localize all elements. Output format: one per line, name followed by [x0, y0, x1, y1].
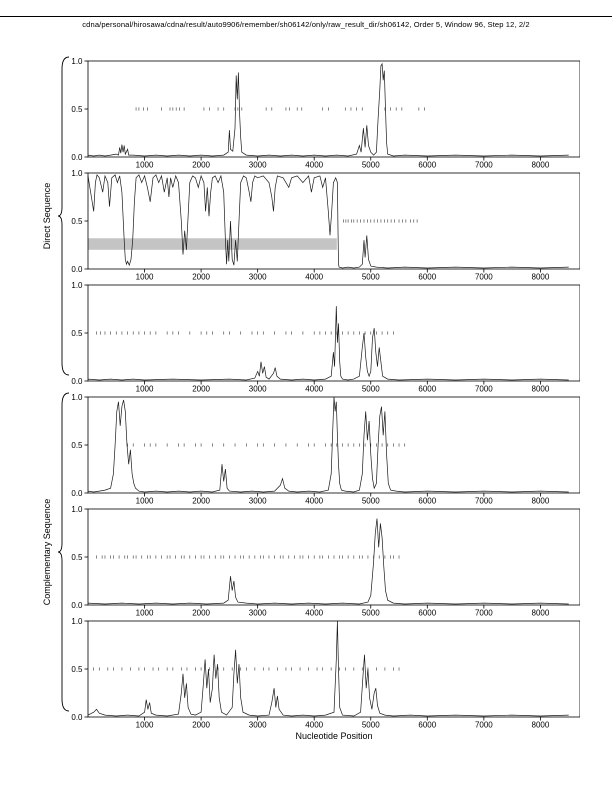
x-tick-label: 4000 [305, 497, 323, 505]
y-tick-label: 0.5 [71, 217, 83, 226]
predicted-region-band [88, 238, 337, 250]
x-tick-label: 6000 [418, 609, 436, 617]
x-tick-label: 3000 [249, 385, 267, 393]
x-tick-label: 6000 [418, 161, 436, 169]
probability-trace [87, 306, 569, 381]
y-tick-label: 0.0 [71, 713, 83, 722]
x-tick-label: 2000 [192, 385, 210, 393]
x-tick-label: 5000 [362, 273, 380, 281]
header-rule [0, 16, 612, 17]
probability-trace [87, 518, 569, 605]
y-tick-label: 1.0 [71, 57, 83, 66]
brace-path [58, 56, 70, 376]
y-tick-label: 0.5 [71, 441, 83, 450]
x-tick-label: 8000 [532, 385, 550, 393]
x-tick-label: 4000 [305, 609, 323, 617]
x-tick-label: 1000 [136, 385, 154, 393]
x-tick-label: 7000 [475, 385, 493, 393]
x-tick-label: 3000 [249, 609, 267, 617]
x-tick-label: 5000 [362, 161, 380, 169]
y-tick-label: 1.0 [71, 393, 83, 402]
x-tick-label: 8000 [532, 609, 550, 617]
x-tick-label: 1000 [136, 609, 154, 617]
x-tick-label: 2000 [192, 721, 210, 729]
x-tick-label: 2000 [192, 497, 210, 505]
y-tick-label: 0.0 [71, 601, 83, 610]
y-tick-label: 1.0 [71, 169, 83, 178]
frame-plot-direct-frame-1: 1000 2000 3000 4000 5000 6000 7000 8000 0.0 0.5 1.… [71, 57, 580, 169]
x-tick-label: 5000 [362, 609, 380, 617]
probability-trace [87, 396, 569, 493]
y-tick-label: 0.0 [71, 377, 83, 386]
y-tick-label: 1.0 [71, 281, 83, 290]
x-tick-label: 6000 [418, 273, 436, 281]
x-axis-title: Nucleotide Position [295, 731, 373, 741]
x-tick-label: 7000 [475, 497, 493, 505]
x-tick-label: 6000 [418, 721, 436, 729]
brace-direct-icon [58, 56, 70, 376]
x-tick-label: 2000 [192, 161, 210, 169]
plot-border [87, 396, 580, 494]
x-tick-label: 1000 [136, 497, 154, 505]
header-title: cdna/personal/hirosawa/cdna/result/auto9… [82, 20, 530, 29]
frame-plot-direct-frame-3: 1000 2000 3000 4000 5000 6000 7000 8000 0.0 0.5 1.… [71, 281, 580, 393]
x-tick-label: 7000 [475, 273, 493, 281]
x-tick-label: 8000 [532, 161, 550, 169]
x-tick-label: 4000 [305, 161, 323, 169]
frame-plot-direct-frame-2: 1000 2000 3000 4000 5000 6000 7000 8000 0.0 0.5 1.… [71, 169, 580, 281]
y-tick-label: 0.0 [71, 153, 83, 162]
panel-stack: 1000 2000 3000 4000 5000 6000 7000 8000 0.0 0.5 1.… [36, 56, 596, 728]
probability-trace [87, 62, 569, 157]
x-tick-label: 7000 [475, 721, 493, 729]
x-tick-label: 7000 [475, 161, 493, 169]
probability-trace [87, 174, 569, 269]
y-tick-label: 0.5 [71, 105, 83, 114]
y-tick-label: 1.0 [71, 617, 83, 626]
brace-complementary-icon [58, 392, 70, 712]
x-tick-label: 6000 [418, 497, 436, 505]
plot-border [87, 620, 580, 718]
y-tick-label: 0.5 [71, 329, 83, 338]
x-tick-label: 2000 [192, 609, 210, 617]
probability-trace [87, 620, 569, 717]
frame-plot-complementary-frame-3: 1000 2000 3000 4000 5000 6000 7000 8000 0.0 0.5 1.… [71, 617, 580, 729]
x-tick-label: 3000 [249, 497, 267, 505]
x-tick-label: 5000 [362, 497, 380, 505]
x-tick-label: 1000 [136, 721, 154, 729]
x-tick-label: 7000 [475, 609, 493, 617]
x-tick-label: 1000 [136, 161, 154, 169]
y-tick-label: 0.0 [71, 265, 83, 274]
y-tick-label: 0.5 [71, 665, 83, 674]
x-tick-label: 4000 [305, 721, 323, 729]
x-tick-label: 5000 [362, 385, 380, 393]
y-tick-label: 1.0 [71, 505, 83, 514]
plot-border [87, 172, 580, 270]
x-tick-label: 8000 [532, 721, 550, 729]
y-tick-label: 0.0 [71, 489, 83, 498]
x-tick-label: 5000 [362, 721, 380, 729]
x-tick-label: 1000 [136, 273, 154, 281]
brace-path [58, 392, 70, 712]
x-tick-label: 3000 [249, 721, 267, 729]
x-tick-label: 3000 [249, 161, 267, 169]
plot-border [87, 284, 580, 382]
x-tick-label: 8000 [532, 497, 550, 505]
frame-plot-complementary-frame-1: 1000 2000 3000 4000 5000 6000 7000 8000 0.0 0.5 1.… [71, 393, 580, 505]
x-tick-label: 8000 [532, 273, 550, 281]
x-tick-label: 2000 [192, 273, 210, 281]
y-tick-label: 0.5 [71, 553, 83, 562]
x-tick-label: 4000 [305, 273, 323, 281]
x-tick-label: 4000 [305, 385, 323, 393]
x-tick-label: 6000 [418, 385, 436, 393]
x-tick-label: 3000 [249, 273, 267, 281]
frame-plot-complementary-frame-2: 1000 2000 3000 4000 5000 6000 7000 8000 0.0 0.5 1.… [71, 505, 580, 617]
